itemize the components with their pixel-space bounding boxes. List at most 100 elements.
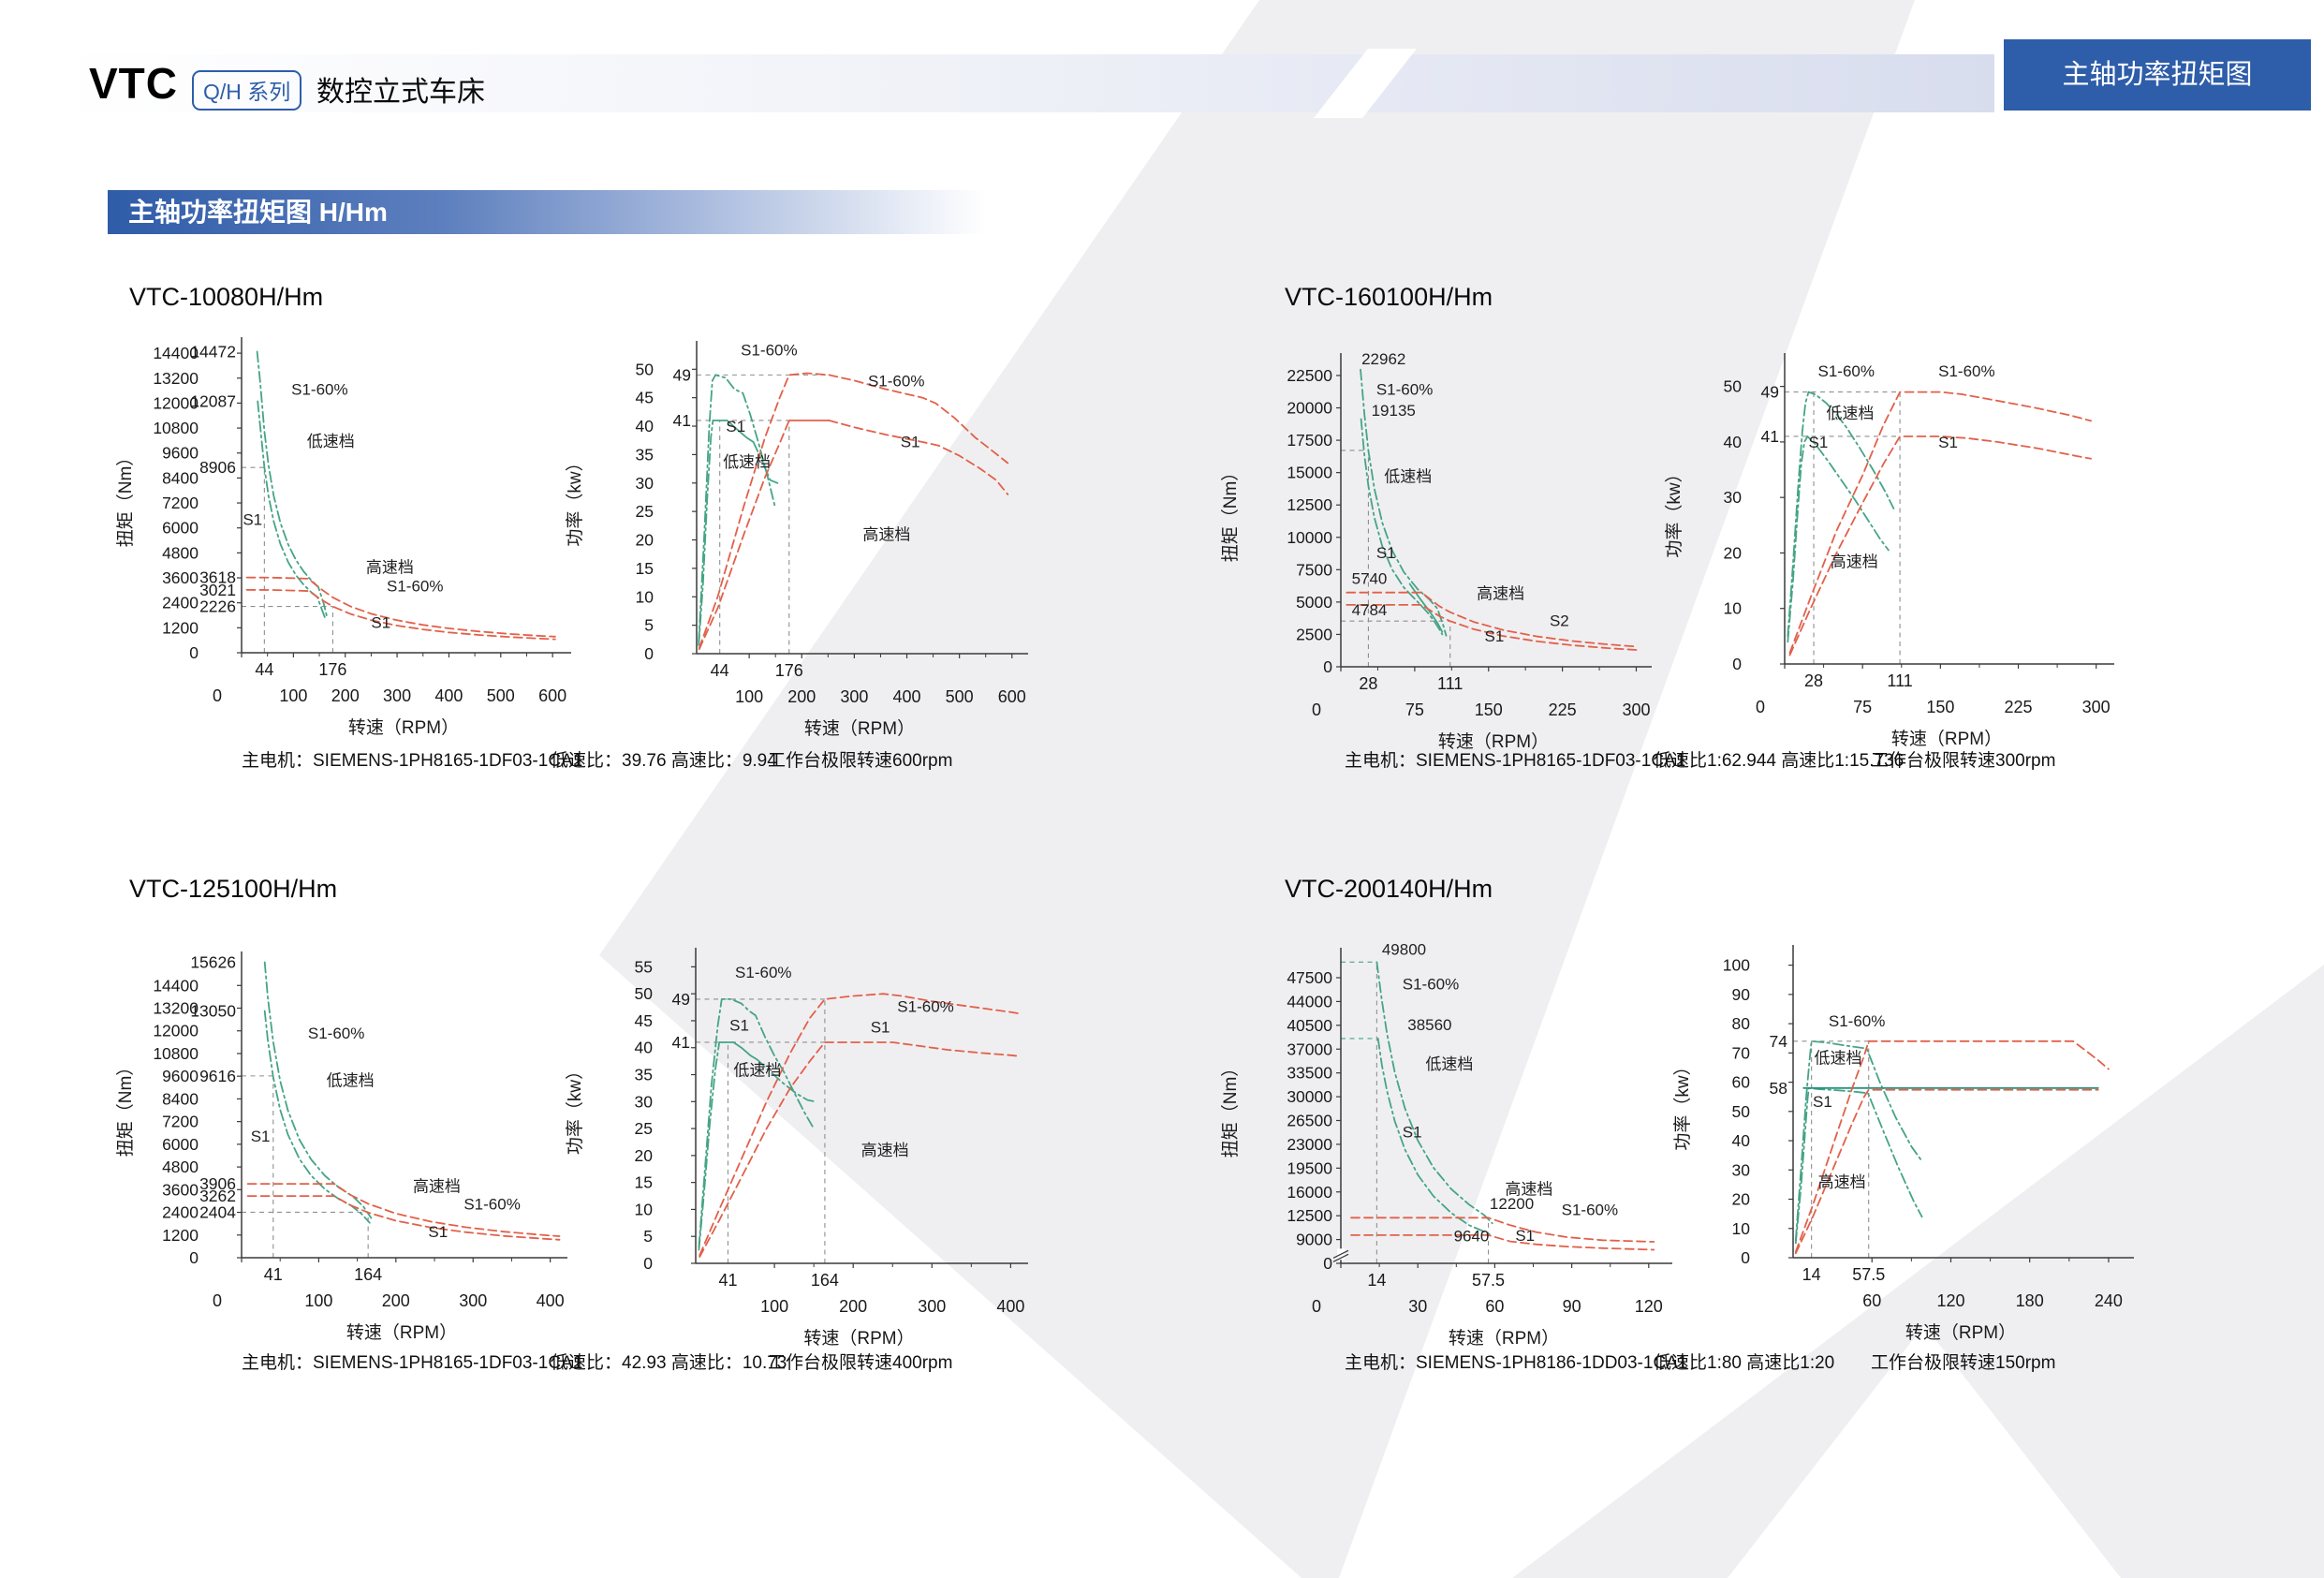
svg-text:S2: S2 [1550, 612, 1569, 629]
svg-text:500: 500 [946, 687, 974, 706]
svg-text:50: 50 [1732, 1102, 1751, 1121]
svg-text:100: 100 [1723, 956, 1750, 975]
svg-text:5: 5 [643, 1227, 653, 1246]
svg-text:功率（kw）: 功率（kw） [565, 1062, 585, 1155]
table-speed-limit: 工作台极限转速600rpm [768, 751, 953, 771]
svg-text:高速档: 高速档 [1505, 1181, 1552, 1199]
svg-text:5: 5 [644, 616, 654, 635]
svg-text:16000: 16000 [1287, 1183, 1332, 1202]
svg-text:25: 25 [636, 502, 654, 521]
svg-text:扭矩（Nm）: 扭矩（Nm） [1220, 1059, 1241, 1158]
svg-text:S1-60%: S1-60% [1829, 1012, 1885, 1030]
svg-text:S1: S1 [1515, 1227, 1535, 1245]
svg-text:40: 40 [636, 417, 655, 435]
svg-text:300: 300 [383, 686, 411, 705]
svg-text:12000: 12000 [153, 393, 199, 412]
svg-text:S1: S1 [251, 1128, 271, 1145]
svg-text:S1: S1 [1813, 1093, 1832, 1111]
svg-text:14400: 14400 [153, 344, 199, 362]
svg-text:120: 120 [1936, 1291, 1964, 1310]
svg-text:高速档: 高速档 [861, 1142, 909, 1159]
svg-text:3618: 3618 [199, 568, 236, 587]
svg-text:57.5: 57.5 [1472, 1271, 1505, 1290]
svg-text:3906: 3906 [199, 1174, 236, 1193]
header-band [56, 54, 1994, 112]
svg-text:30: 30 [1732, 1160, 1751, 1179]
svg-text:S1: S1 [1403, 1124, 1422, 1142]
svg-text:60: 60 [1485, 1297, 1504, 1316]
product-name: 数控立式车床 [316, 77, 485, 108]
motor-info: 主电机：SIEMENS-1PH8165-1DF03-1CA1 [1345, 751, 1686, 771]
svg-text:600: 600 [538, 686, 566, 705]
svg-text:120: 120 [1635, 1297, 1663, 1316]
svg-text:低速档: 低速档 [733, 1062, 781, 1080]
svg-text:100: 100 [279, 686, 307, 705]
svg-text:23000: 23000 [1287, 1135, 1332, 1154]
svg-text:6000: 6000 [162, 519, 199, 538]
svg-text:30: 30 [1724, 488, 1743, 507]
svg-text:高速档: 高速档 [366, 558, 414, 576]
svg-text:40: 40 [1732, 1131, 1751, 1150]
svg-text:111: 111 [1437, 674, 1463, 693]
gear-ratio-info: 低速比：42.93 高速比：10.73 [551, 1353, 787, 1373]
svg-text:19500: 19500 [1287, 1158, 1332, 1177]
svg-text:转速（RPM）: 转速（RPM） [346, 1322, 457, 1343]
svg-text:70: 70 [1732, 1043, 1751, 1062]
svg-text:75: 75 [1853, 698, 1872, 716]
svg-text:49: 49 [673, 365, 691, 384]
svg-text:300: 300 [459, 1291, 487, 1310]
svg-text:12500: 12500 [1287, 495, 1332, 514]
svg-text:176: 176 [775, 661, 803, 680]
svg-text:15000: 15000 [1287, 464, 1332, 482]
svg-text:低速档: 低速档 [1814, 1049, 1861, 1067]
svg-text:7200: 7200 [162, 494, 199, 512]
svg-text:19135: 19135 [1372, 402, 1416, 420]
motor-info: 主电机：SIEMENS-1PH8165-1DF03-1CA1 [242, 751, 583, 771]
svg-text:9000: 9000 [1296, 1231, 1332, 1249]
svg-text:111: 111 [1887, 671, 1912, 690]
svg-text:20: 20 [1732, 1190, 1751, 1209]
svg-text:44: 44 [711, 661, 729, 680]
svg-text:1200: 1200 [162, 618, 199, 637]
svg-text:S1-60%: S1-60% [1562, 1201, 1618, 1218]
brand-logo: VTC [89, 59, 178, 108]
svg-text:400: 400 [434, 686, 463, 705]
vtc-200140-power-chart: 0 10 20 30 40 50 60 70 80 90 100 74 58 60 120 180 240 14 5… [1669, 939, 2152, 1368]
svg-text:S1-60%: S1-60% [741, 342, 797, 360]
svg-text:S1-60%: S1-60% [463, 1195, 520, 1213]
svg-text:200: 200 [331, 686, 360, 705]
svg-text:2500: 2500 [1296, 625, 1332, 643]
svg-text:0: 0 [189, 643, 199, 662]
svg-text:7500: 7500 [1296, 560, 1332, 579]
svg-text:3600: 3600 [162, 1180, 199, 1199]
vtc-200140-torque-chart: 0 9000 12500 16000 19500 23000 26500 30000 33500… [1217, 939, 1690, 1375]
svg-text:0: 0 [213, 686, 222, 705]
caption-vtc-10080: 主电机：SIEMENS-1PH8165-1DF03-1CA1 低速比：39.76… [242, 746, 1178, 771]
series-badge: Q/H 系列 [192, 70, 302, 111]
svg-text:8400: 8400 [162, 468, 199, 487]
caption-vtc-125100: 主电机：SIEMENS-1PH8165-1DF03-1CA1 低速比：42.93… [242, 1349, 1178, 1373]
svg-text:200: 200 [382, 1291, 410, 1310]
caption-vtc-160100: 主电机：SIEMENS-1PH8165-1DF03-1CA1 低速比1:62.9… [1345, 746, 2281, 771]
vtc-160100-power-chart: 0 10 20 30 40 50 49 41 0 75 150 225 300 28 111 S1-60% S1… [1661, 345, 2153, 771]
svg-text:300: 300 [918, 1297, 946, 1316]
svg-text:12200: 12200 [1490, 1195, 1534, 1213]
svg-text:75: 75 [1405, 701, 1424, 719]
svg-text:14472: 14472 [190, 343, 236, 361]
svg-text:44000: 44000 [1287, 992, 1332, 1010]
svg-text:20: 20 [636, 531, 655, 550]
svg-text:44: 44 [255, 660, 273, 679]
svg-text:45: 45 [636, 389, 654, 407]
svg-text:38560: 38560 [1407, 1016, 1451, 1034]
svg-text:低速档: 低速档 [327, 1071, 375, 1089]
gear-ratio-info: 低速比：39.76 高速比：9.94 [551, 751, 777, 771]
svg-text:37000: 37000 [1287, 1040, 1332, 1058]
svg-text:13200: 13200 [153, 369, 199, 388]
svg-text:0: 0 [1312, 1297, 1321, 1316]
svg-text:300: 300 [2082, 698, 2111, 716]
svg-text:50: 50 [635, 984, 654, 1003]
svg-text:8400: 8400 [162, 1089, 199, 1108]
svg-text:0: 0 [1323, 657, 1332, 676]
svg-text:25: 25 [635, 1119, 653, 1138]
svg-text:0: 0 [189, 1248, 199, 1267]
